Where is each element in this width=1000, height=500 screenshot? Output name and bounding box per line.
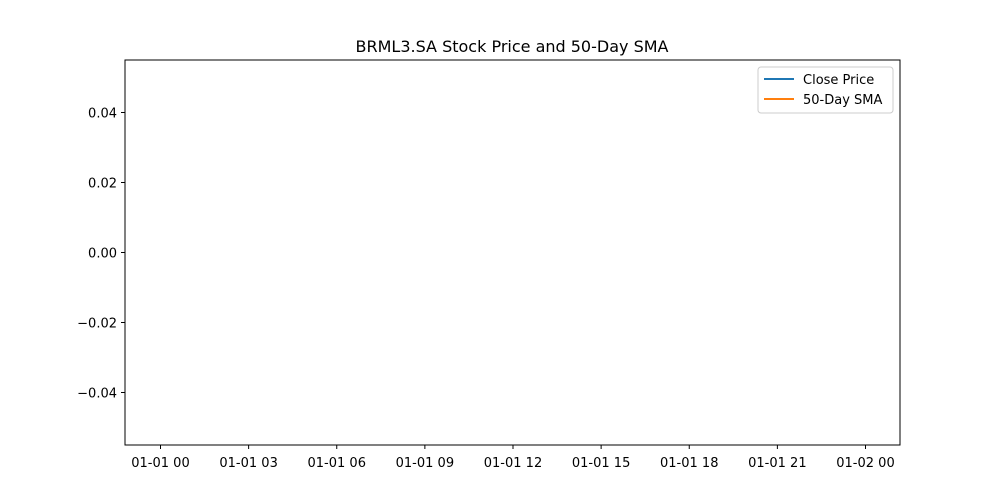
y-axis: 0.04 0.02 0.00 −0.02 −0.04 — [77, 107, 125, 402]
x-tick-label: 01-01 03 — [219, 456, 277, 471]
legend: Close Price 50-Day SMA — [757, 66, 894, 114]
x-tick-label: 01-01 15 — [572, 456, 630, 471]
x-tick-label: 01-01 00 — [131, 456, 189, 471]
x-tick-label: 01-01 18 — [660, 456, 718, 471]
x-tick-label: 01-01 21 — [748, 456, 806, 471]
legend-label-close-price: Close Price — [803, 73, 874, 88]
x-axis: 01-01 00 01-01 03 01-01 06 01-01 09 01-01 12… — [131, 445, 895, 471]
y-tick-label: 0.04 — [88, 107, 117, 122]
y-tick-label: 0.02 — [88, 177, 117, 192]
y-tick-label: −0.04 — [77, 387, 117, 402]
x-tick-label: 01-01 09 — [396, 456, 454, 471]
chart-title: BRML3.SA Stock Price and 50-Day SMA — [356, 37, 669, 56]
y-tick-label: −0.02 — [77, 317, 117, 332]
plot-area-frame — [124, 59, 901, 446]
legend-label-50-day-sma: 50-Day SMA — [803, 93, 883, 108]
x-tick-label: 01-01 06 — [308, 456, 366, 471]
y-tick-label: 0.00 — [88, 247, 117, 262]
x-tick-label: 01-01 12 — [484, 456, 542, 471]
x-tick-label: 01-02 00 — [836, 456, 894, 471]
